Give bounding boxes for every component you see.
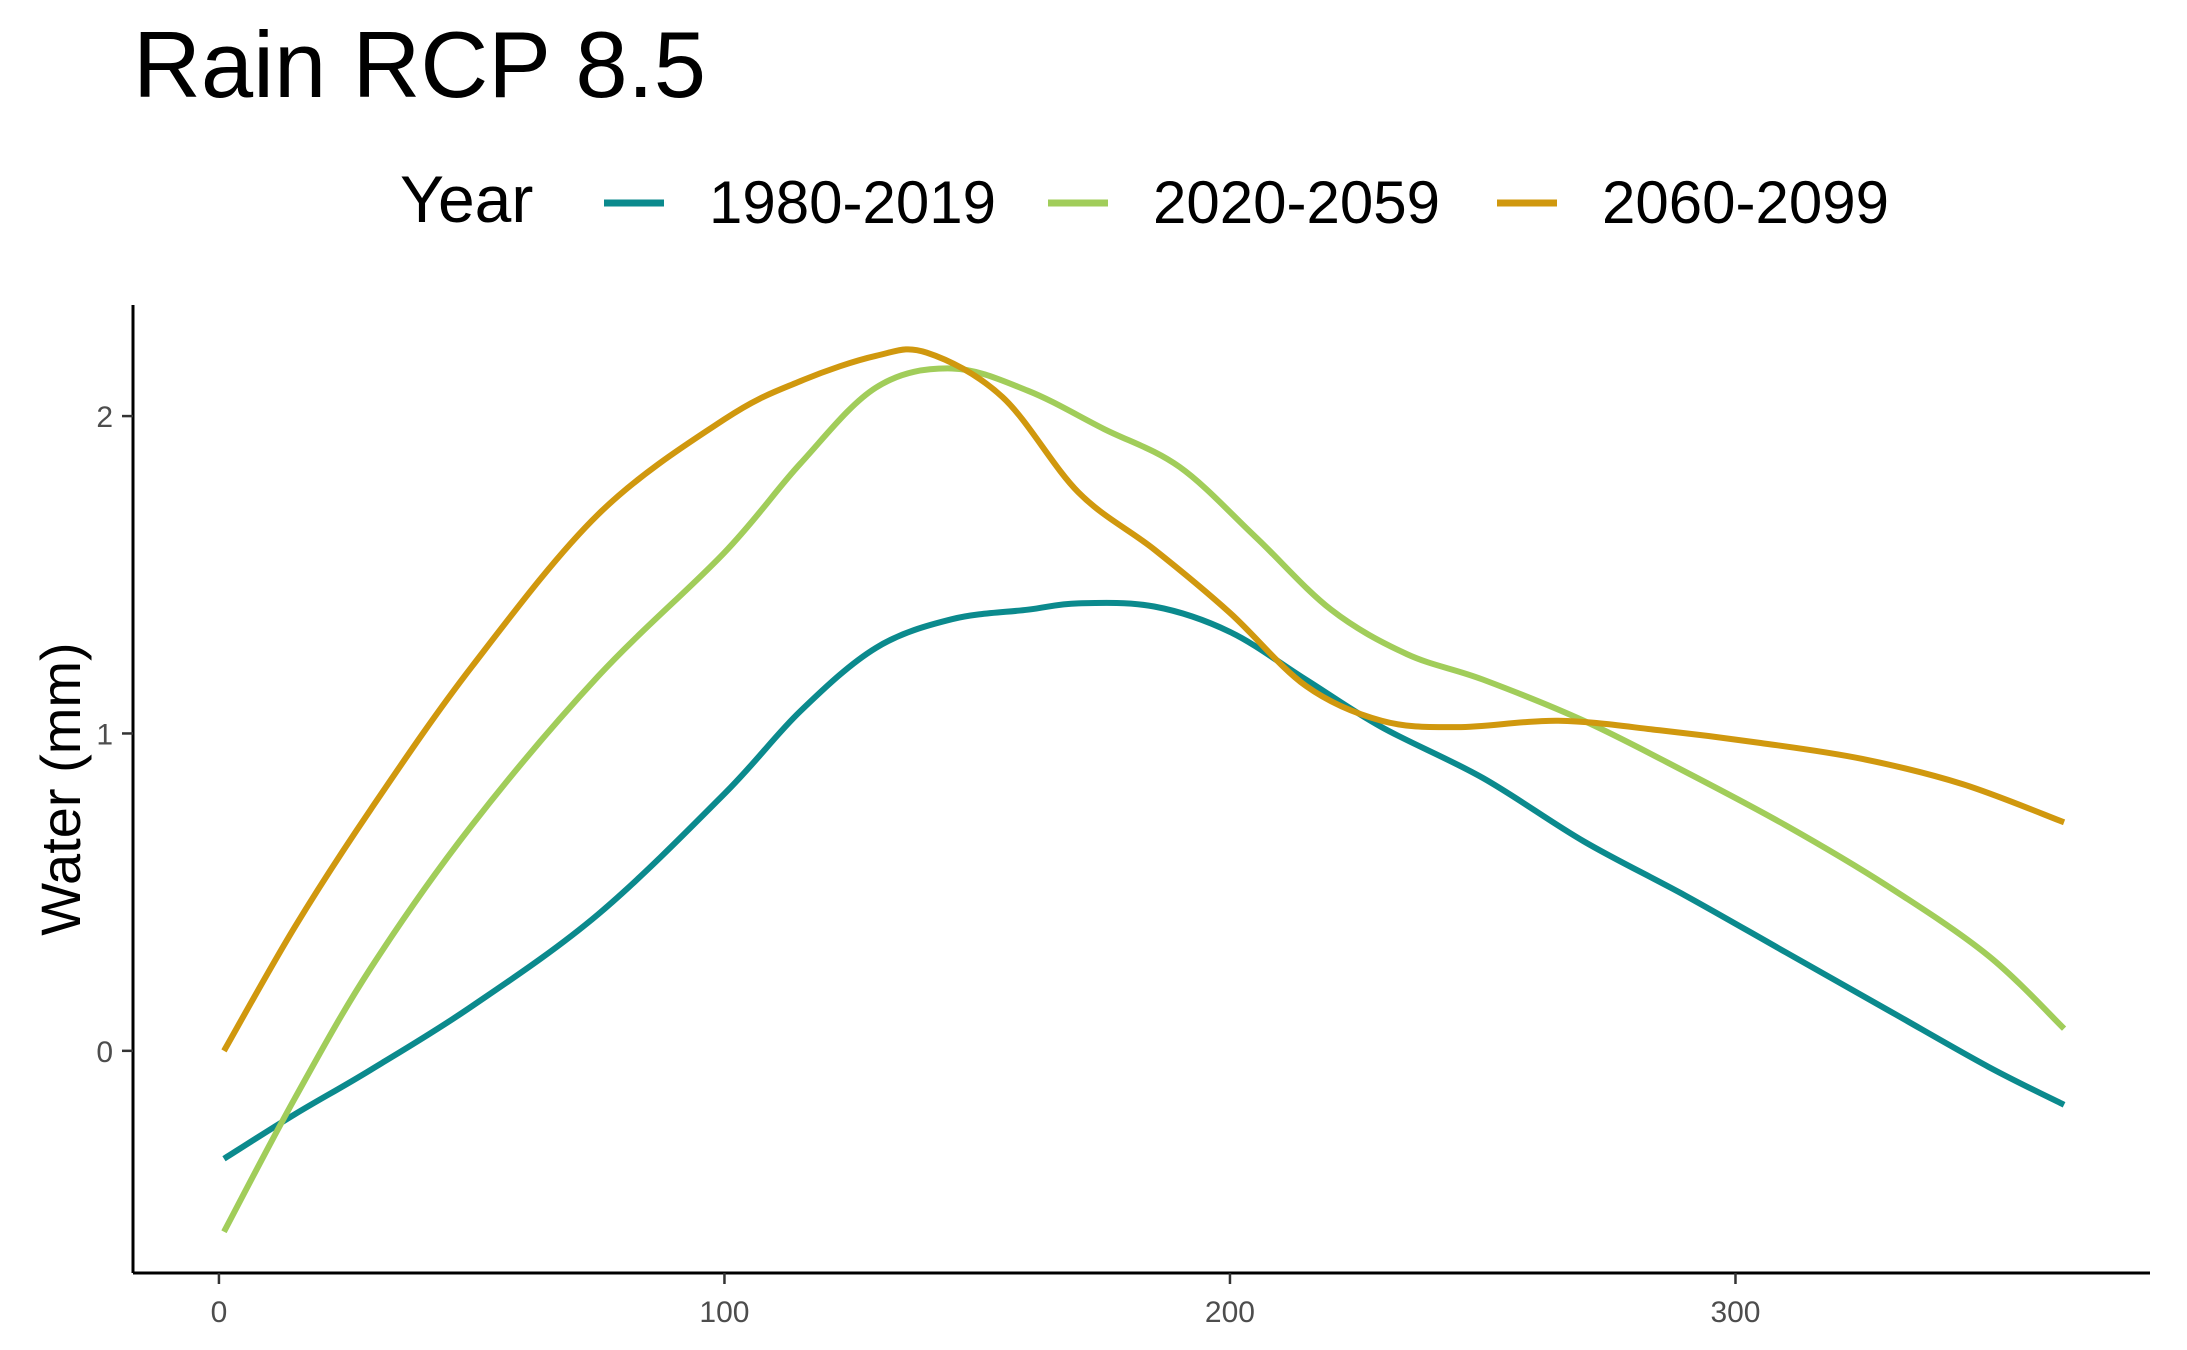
legend: Year 1980-2019 2020-2059 2060-2099 xyxy=(400,168,1889,236)
series-line-2 xyxy=(221,365,2067,1234)
series-line-3 xyxy=(221,346,2066,1053)
x-tick-label: 200 xyxy=(1205,1296,1255,1329)
legend-label-1: 1980-2019 xyxy=(709,169,996,236)
x-tick-label: 0 xyxy=(211,1296,228,1329)
x-tick-label: 100 xyxy=(699,1296,749,1329)
y-tick-label: 0 xyxy=(96,1036,113,1069)
x-tick-label: 300 xyxy=(1710,1296,1760,1329)
legend-label-3: 2060-2099 xyxy=(1602,169,1889,236)
chart-title: Rain RCP 8.5 xyxy=(133,12,706,117)
y-axis-title: Water (mm) xyxy=(29,642,92,935)
legend-title: Year xyxy=(400,168,533,236)
series-line-1 xyxy=(222,599,2066,1162)
y-tick-label: 2 xyxy=(96,401,113,434)
legend-label-2: 2020-2059 xyxy=(1153,169,1440,236)
y-tick-label: 1 xyxy=(96,718,113,751)
